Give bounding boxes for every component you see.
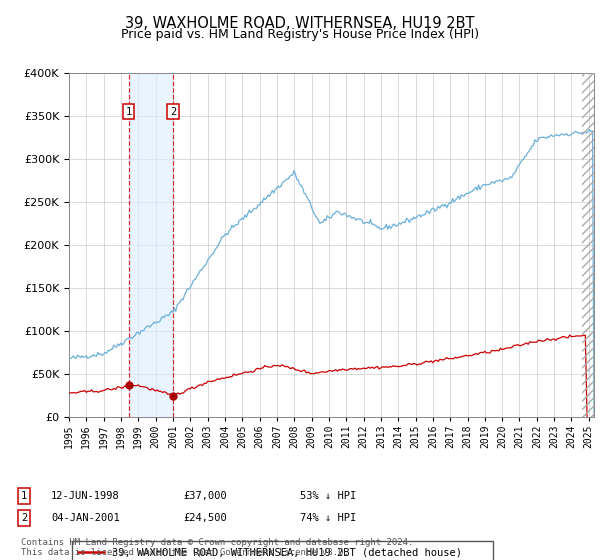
Bar (582, 73, 594, 417)
Text: 2: 2 (170, 106, 176, 116)
Text: 53% ↓ HPI: 53% ↓ HPI (300, 491, 356, 501)
Bar (128, 73, 173, 417)
Text: £37,000: £37,000 (183, 491, 227, 501)
Text: Contains HM Land Registry data © Crown copyright and database right 2024.
This d: Contains HM Land Registry data © Crown c… (21, 538, 413, 557)
Text: 12-JUN-1998: 12-JUN-1998 (51, 491, 120, 501)
Text: 1: 1 (125, 106, 132, 116)
Text: 39, WAXHOLME ROAD, WITHERNSEA, HU19 2BT: 39, WAXHOLME ROAD, WITHERNSEA, HU19 2BT (125, 16, 475, 31)
Text: 74% ↓ HPI: 74% ↓ HPI (300, 513, 356, 523)
Legend: 39, WAXHOLME ROAD, WITHERNSEA, HU19 2BT (detached house), HPI: Average price, de: 39, WAXHOLME ROAD, WITHERNSEA, HU19 2BT … (71, 541, 493, 560)
Text: 2: 2 (21, 513, 27, 523)
Text: £24,500: £24,500 (183, 513, 227, 523)
Text: 1: 1 (21, 491, 27, 501)
Text: Price paid vs. HM Land Registry's House Price Index (HPI): Price paid vs. HM Land Registry's House … (121, 28, 479, 41)
Text: 04-JAN-2001: 04-JAN-2001 (51, 513, 120, 523)
